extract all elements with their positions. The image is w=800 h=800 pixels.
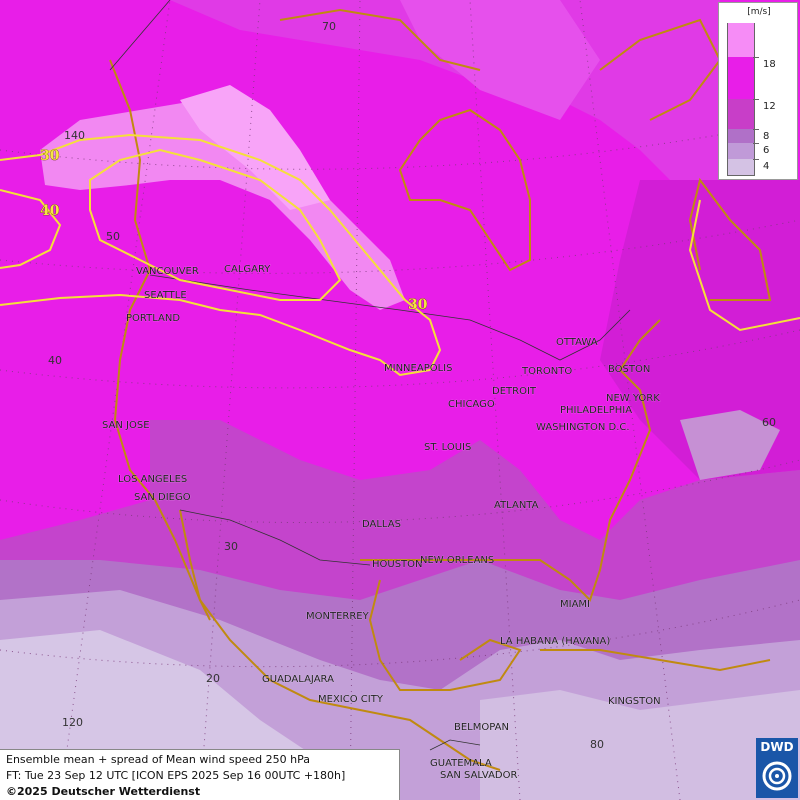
grid-label-120: 120 (62, 716, 83, 729)
legend-label-6: 6 (763, 145, 770, 156)
contour-label-30-west: 30 (40, 148, 60, 164)
city-calgary: CALGARY (224, 264, 271, 275)
info-box: Ensemble mean + spread of Mean wind spee… (0, 749, 400, 800)
city-new-york: NEW YORK (606, 393, 660, 404)
field-east (600, 180, 800, 480)
legend-tick-12 (753, 99, 759, 100)
dwd-swirl-icon (762, 761, 792, 791)
city-mexico-city: MEXICO CITY (318, 694, 384, 705)
legend-tick-6 (753, 143, 759, 144)
city-guatemala: GUATEMALA (430, 758, 492, 769)
legend-swatch-2 (727, 99, 755, 129)
city-toronto: TORONTO (521, 366, 572, 377)
legend-tick-8 (753, 129, 759, 130)
city-kingston: KINGSTON (608, 696, 661, 707)
city-miami: MIAMI (560, 599, 590, 610)
city-los-angeles: LOS ANGELES (118, 474, 187, 485)
city-washington: WASHINGTON D.C. (536, 422, 630, 433)
grid-label-70: 70 (322, 20, 336, 33)
dwd-logo: DWD (756, 738, 798, 798)
legend-tick-18 (753, 57, 759, 58)
city-belmopan: BELMOPAN (454, 722, 509, 733)
legend-label-8: 8 (763, 131, 770, 142)
city-dallas: DALLAS (362, 519, 401, 530)
city-minneapolis: MINNEAPOLIS (384, 363, 452, 374)
coastlines (109, 8, 772, 771)
city-houston: HOUSTON (372, 559, 423, 570)
grid-label-80: 80 (590, 738, 604, 751)
city-ottawa: OTTAWA (556, 337, 598, 348)
city-boston: BOSTON (608, 364, 650, 375)
field-jet-core-2 (180, 85, 330, 210)
field-lowest-east (480, 690, 800, 800)
legend-swatch-3 (727, 129, 755, 143)
city-new-orleans: NEW ORLEANS (420, 555, 494, 566)
city-portland: PORTLAND (126, 313, 180, 324)
legend-swatch-1 (727, 57, 755, 99)
city-guadalajara: GUADALAJARA (262, 674, 334, 685)
city-labels: VANCOUVER CALGARY SEATTLE PORTLAND MINNE… (102, 264, 661, 782)
field-patch-east (680, 410, 780, 480)
contour-label-30-central: 30 (408, 297, 428, 313)
legend-swatch-0 (727, 23, 755, 57)
product-title: Ensemble mean + spread of Mean wind spee… (6, 753, 310, 766)
city-monterrey: MONTERREY (306, 611, 370, 622)
grid-label-40: 40 (48, 354, 62, 367)
grid-label-140: 140 (64, 129, 85, 142)
contours (0, 133, 800, 377)
city-san-diego: SAN DIEGO (134, 492, 191, 503)
field-jet-core (40, 100, 405, 310)
grid-label-30: 30 (224, 540, 238, 553)
grid-label-60: 60 (762, 416, 776, 429)
grid-label-20: 20 (206, 672, 220, 685)
legend-unit: [m/s] (747, 7, 771, 17)
legend-tick-4 (753, 159, 759, 160)
city-san-salvador: SAN SALVADOR (440, 770, 517, 781)
legend-label-18: 18 (763, 59, 776, 70)
legend-swatch-4 (727, 143, 755, 159)
city-seattle: SEATTLE (144, 290, 187, 301)
legend-swatch-5 (727, 159, 755, 176)
city-san-jose: SAN JOSE (102, 420, 150, 431)
city-st-louis: ST. LOUIS (424, 442, 471, 453)
contour-label-40: 40 (40, 203, 60, 219)
copyright: ©2025 Deutscher Wetterdienst (6, 785, 201, 798)
city-philadelphia: PHILADELPHIA (560, 405, 632, 416)
grid-label-50: 50 (106, 230, 120, 243)
city-chicago: CHICAGO (448, 399, 495, 410)
borders (109, 0, 631, 751)
city-atlanta: ATLANTA (494, 500, 539, 511)
field-north-2 (400, 0, 600, 120)
legend-label-4: 4 (763, 161, 770, 172)
dwd-logo-text: DWD (760, 740, 794, 754)
forecast-time: FT: Tue 23 Sep 12 UTC [ICON EPS 2025 Sep… (6, 769, 346, 782)
color-legend: [m/s] 18 12 8 6 4 (718, 2, 798, 180)
city-vancouver: VANCOUVER (136, 266, 199, 277)
city-detroit: DETROIT (492, 386, 537, 397)
legend-label-12: 12 (763, 101, 776, 112)
city-la-habana: LA HABANA (HAVANA) (500, 636, 610, 647)
